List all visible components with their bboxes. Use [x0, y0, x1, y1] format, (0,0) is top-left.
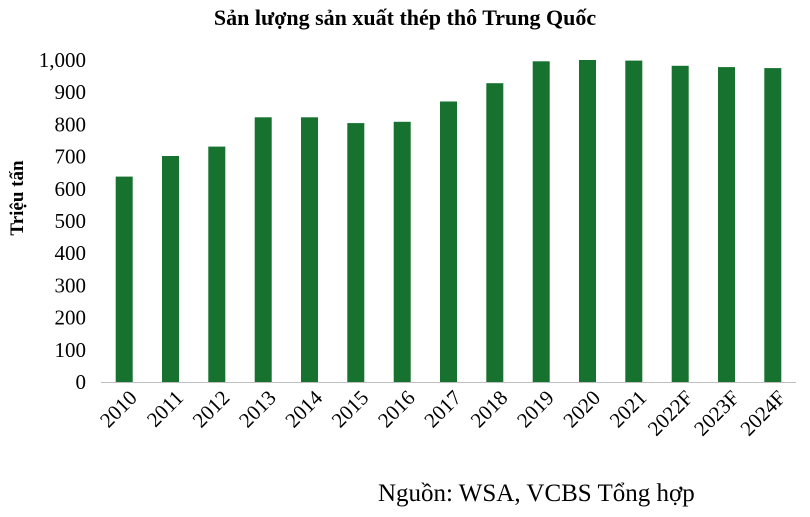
- x-tick-label: 2014: [280, 385, 327, 432]
- x-tick-label: 2012: [188, 386, 235, 433]
- y-tick-label: 100: [55, 338, 87, 362]
- x-axis: 2010 2011 2012 2013 2014 2015 2016 2017 2018 2019…: [95, 382, 796, 441]
- y-tick-label: 700: [55, 145, 87, 169]
- bar-2020: [579, 60, 596, 382]
- bar-2014: [301, 117, 318, 383]
- y-axis: 0 100 200 300 400 500 600 700 800 900 1,000: [39, 48, 86, 394]
- bar-2022F: [671, 65, 689, 383]
- x-tick-label: 2016: [373, 386, 420, 433]
- chart-title: Sản lượng sản xuất thép thô Trung Quốc: [213, 5, 597, 30]
- bar-2010: [115, 176, 133, 382]
- bar-2019: [532, 61, 550, 383]
- y-tick-label: 600: [55, 177, 87, 201]
- y-tick-label: 300: [55, 273, 87, 297]
- y-tick-label: 0: [76, 370, 87, 394]
- bar-2018: [486, 83, 504, 382]
- x-tick-label: 2020: [558, 386, 605, 433]
- x-tick-label: 2022F: [643, 386, 698, 441]
- y-tick-label: 200: [55, 306, 87, 330]
- y-tick-label: 500: [55, 209, 87, 233]
- x-tick-label: 2023F: [689, 386, 744, 441]
- y-axis-title: Triệu tấn: [7, 160, 28, 236]
- x-tick-label: 2018: [466, 386, 513, 433]
- x-tick-label: 2013: [234, 386, 281, 433]
- bar-2011: [162, 156, 179, 382]
- x-tick-label: 2015: [327, 386, 374, 433]
- y-tick-label: 400: [55, 241, 87, 265]
- bar-2012: [208, 146, 226, 382]
- bar-2023F: [718, 67, 735, 382]
- bar-2024F: [764, 68, 782, 382]
- y-tick-label: 900: [55, 80, 87, 104]
- bar-2021: [625, 60, 643, 382]
- y-tick-label: 800: [55, 112, 87, 136]
- bars: [115, 60, 782, 383]
- x-tick-label: 2017: [419, 386, 466, 433]
- source-note: Nguồn: WSA, VCBS Tổng hợp: [378, 480, 695, 507]
- x-tick-label: 2019: [512, 386, 559, 433]
- x-tick-label: 2011: [142, 386, 188, 432]
- y-tick-label: 1,000: [39, 48, 86, 72]
- x-tick-label: 2024F: [735, 386, 790, 441]
- bar-2013: [254, 117, 272, 383]
- x-tick-label: 2010: [95, 386, 142, 433]
- bar-2015: [347, 123, 365, 382]
- bar-2017: [440, 101, 457, 382]
- bar-2016: [393, 121, 411, 383]
